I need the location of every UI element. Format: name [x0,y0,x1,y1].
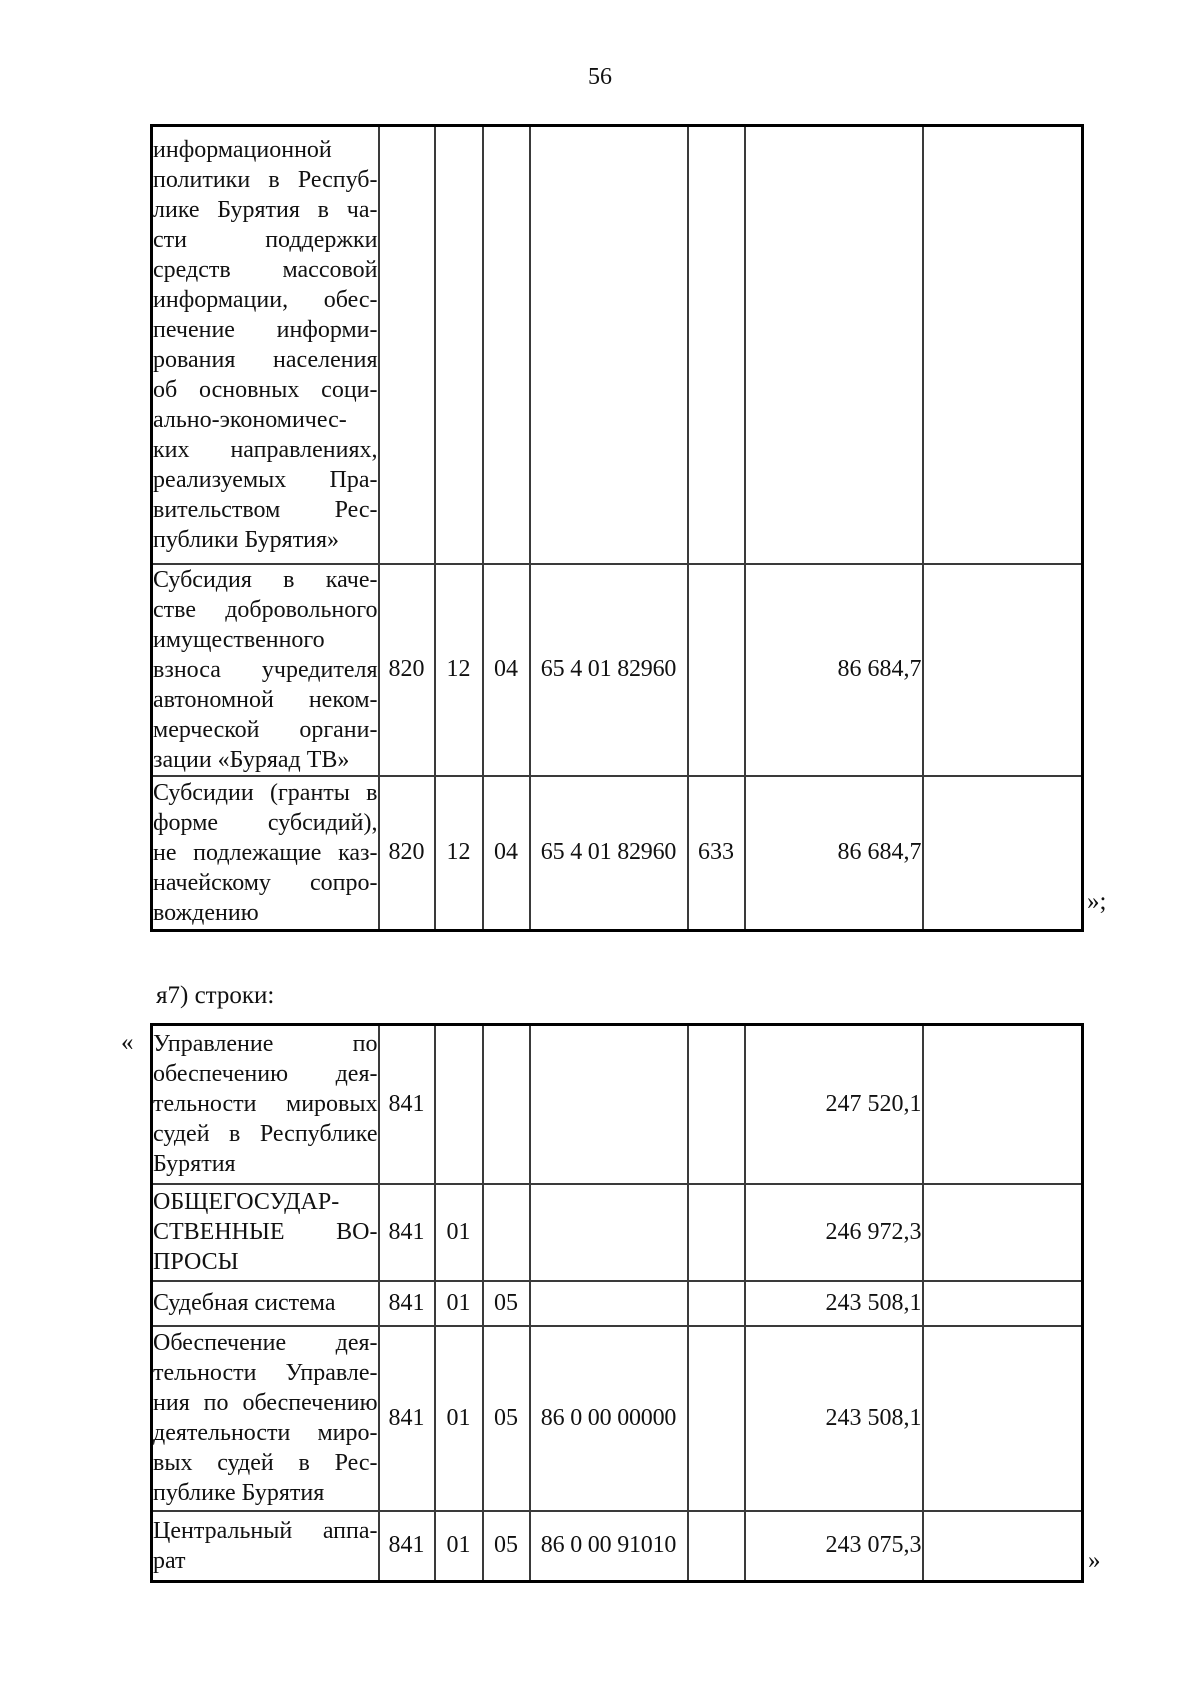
grbs-code-cell [377,124,436,565]
empty-cell [921,1509,1084,1583]
target-article-code-cell [528,1279,689,1327]
expense-type-code-cell [686,1279,746,1327]
amount-cell: 243 075,3 [743,1509,924,1583]
program-name-cell: информационной политики в Респуб-лике Бур… [150,124,380,565]
subsection-code-cell: 04 [481,562,531,777]
section-code-cell: 01 [433,1324,484,1512]
empty-cell [921,1182,1084,1282]
table-row: информационной политики в Респуб-лике Бур… [150,124,1084,565]
amount-cell: 243 508,1 [743,1279,924,1327]
section-code-cell: 01 [433,1182,484,1282]
expense-type-code-cell [686,124,746,565]
empty-cell [921,1279,1084,1327]
amount-cell: 86 684,7 [743,562,924,777]
table-row: Субсидии (гранты в форме субсидий), не под… [150,774,1084,932]
section-code-cell: 12 [433,774,484,932]
subsection-code-cell [481,124,531,565]
closing-quote-mark: » [1088,1547,1101,1574]
grbs-code-cell: 841 [377,1509,436,1583]
target-article-code-cell: 65 4 01 82960 [528,774,689,932]
empty-cell [921,124,1084,565]
target-article-code-cell: 86 0 00 00000 [528,1324,689,1512]
expense-type-code-cell: 633 [686,774,746,932]
grbs-code-cell: 820 [377,562,436,777]
grbs-code-cell: 841 [377,1023,436,1185]
grbs-code-cell: 841 [377,1279,436,1327]
empty-cell [921,774,1084,932]
table-row: Судебная система 841 01 05 243 508,1 [150,1279,1084,1327]
expense-type-code-cell [686,562,746,777]
table-row: Управление по обеспечению дея-тельности м… [150,1023,1084,1185]
target-article-code-cell [528,1182,689,1282]
program-name-cell: Субсидии (гранты в форме субсидий), не под… [150,774,380,932]
section-code-cell: 01 [433,1509,484,1583]
budget-table-1: информационной политики в Респуб-лике Бур… [150,124,1084,932]
subsection-code-cell: 05 [481,1324,531,1512]
subsection-code-cell: 05 [481,1279,531,1327]
subsection-code-cell [481,1023,531,1185]
empty-cell [921,1023,1084,1185]
section-code-cell: 12 [433,562,484,777]
target-article-code-cell [528,124,689,565]
amount-cell: 243 508,1 [743,1324,924,1512]
amount-cell [743,124,924,565]
target-article-code-cell [528,1023,689,1185]
program-name-cell: Субсидия в каче-стве добровольного имущес… [150,562,380,777]
expense-type-code-cell [686,1324,746,1512]
table-row: ОБЩЕГОСУДАР- СТВЕННЫЕ ВО- ПРОСЫ 841 01 246… [150,1182,1084,1282]
subsection-code-cell [481,1182,531,1282]
table-row: Обеспечение дея-тельности Управле-ния по… [150,1324,1084,1512]
amount-cell: 86 684,7 [743,774,924,932]
table-row: Субсидия в каче-стве добровольного имущес… [150,562,1084,777]
amount-cell: 246 972,3 [743,1182,924,1282]
program-name-cell: Центральный аппа-рат [150,1509,380,1583]
empty-cell [921,562,1084,777]
expense-type-code-cell [686,1509,746,1583]
subsection-code-cell: 04 [481,774,531,932]
budget-table-2: Управление по обеспечению дея-тельности м… [150,1023,1084,1583]
grbs-code-cell: 841 [377,1182,436,1282]
grbs-code-cell: 820 [377,774,436,932]
program-name-cell: ОБЩЕГОСУДАР- СТВЕННЫЕ ВО- ПРОСЫ [150,1182,380,1282]
program-name-cell: Управление по обеспечению дея-тельности м… [150,1023,380,1185]
program-name-cell: Обеспечение дея-тельности Управле-ния по… [150,1324,380,1512]
target-article-code-cell: 65 4 01 82960 [528,562,689,777]
program-name-cell: Судебная система [150,1279,380,1327]
expense-type-code-cell [686,1182,746,1282]
closing-quote-semicolon-mark: »; [1087,888,1107,915]
target-article-code-cell: 86 0 00 91010 [528,1509,689,1583]
expense-type-code-cell [686,1023,746,1185]
opening-quote-mark: « [121,1029,134,1056]
section-code-cell [433,124,484,565]
page-number: 56 [588,64,612,90]
amendment-item-label: я7) строки: [156,982,275,1009]
grbs-code-cell: 841 [377,1324,436,1512]
section-code-cell: 01 [433,1279,484,1327]
empty-cell [921,1324,1084,1512]
table-row: Центральный аппа-рат 841 01 05 86 0 00 9… [150,1509,1084,1583]
subsection-code-cell: 05 [481,1509,531,1583]
amount-cell: 247 520,1 [743,1023,924,1185]
section-code-cell [433,1023,484,1185]
